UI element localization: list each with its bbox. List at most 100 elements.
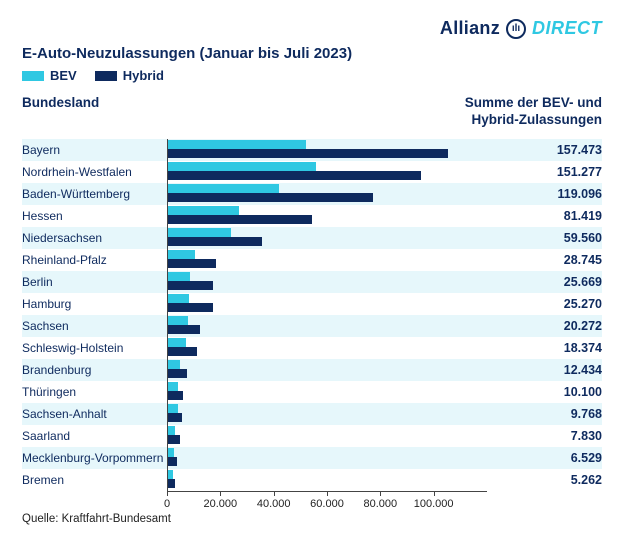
row-sum: 20.272 — [487, 319, 602, 333]
legend-bev-label: BEV — [50, 68, 77, 83]
bar-hybrid — [167, 391, 183, 400]
bar-bev — [167, 426, 175, 435]
row-bars — [167, 447, 487, 469]
col-left: Bundesland — [22, 95, 99, 129]
col-right-line2: Hybrid-Zulassungen — [465, 112, 602, 129]
bar-bev — [167, 360, 180, 369]
row-sum: 25.669 — [487, 275, 602, 289]
row-label: Hamburg — [22, 297, 167, 311]
legend: BEV Hybrid — [22, 68, 602, 83]
brand-logo-icon: ılı — [506, 19, 526, 39]
bar-hybrid — [167, 479, 175, 488]
x-tick-label: 40.000 — [257, 498, 291, 510]
table-row: Bayern 157.473 — [22, 139, 602, 161]
row-sum: 28.745 — [487, 253, 602, 267]
bar-bev — [167, 338, 186, 347]
brand-name: Allianz — [440, 18, 500, 39]
row-label: Bayern — [22, 143, 167, 157]
bar-bev — [167, 448, 174, 457]
bar-bev — [167, 250, 195, 259]
row-sum: 6.529 — [487, 451, 602, 465]
row-bars — [167, 425, 487, 447]
bar-hybrid — [167, 325, 200, 334]
x-tick — [434, 491, 435, 496]
col-right: Summe der BEV- und Hybrid-Zulassungen — [465, 95, 602, 129]
bar-hybrid — [167, 281, 213, 290]
bar-hybrid — [167, 369, 187, 378]
row-sum: 9.768 — [487, 407, 602, 421]
table-row: Sachsen-Anhalt 9.768 — [22, 403, 602, 425]
bar-hybrid — [167, 149, 448, 158]
row-bars — [167, 227, 487, 249]
table-row: Saarland7.830 — [22, 425, 602, 447]
bar-bev — [167, 228, 231, 237]
bar-hybrid — [167, 303, 213, 312]
col-right-line1: Summe der BEV- und — [465, 95, 602, 112]
row-label: Berlin — [22, 275, 167, 289]
row-sum: 7.830 — [487, 429, 602, 443]
row-label: Nordrhein-Westfalen — [22, 165, 167, 179]
bar-hybrid — [167, 193, 373, 202]
chart-rows: Bayern 157.473 Nordrhein-Westfalen 151.277 B… — [22, 139, 602, 491]
x-tick — [167, 491, 168, 496]
x-tick — [380, 491, 381, 496]
row-label: Brandenburg — [22, 363, 167, 377]
chart-title: E-Auto-Neuzulassungen (Januar bis Juli 2… — [22, 45, 602, 62]
chart: Bayern 157.473 Nordrhein-Westfalen 151.277 B… — [22, 139, 602, 523]
row-sum: 18.374 — [487, 341, 602, 355]
row-label: Hessen — [22, 209, 167, 223]
brand: Allianz ılı DIRECT — [440, 18, 602, 39]
x-tick-label: 80.000 — [364, 498, 398, 510]
x-tick — [274, 491, 275, 496]
row-sum: 157.473 — [487, 143, 602, 157]
x-tick-label: 100.000 — [414, 498, 454, 510]
row-sum: 5.262 — [487, 473, 602, 487]
brand-sub: DIRECT — [532, 18, 602, 39]
row-label: Rheinland-Pfalz — [22, 253, 167, 267]
bar-bev — [167, 382, 178, 391]
row-bars — [167, 381, 487, 403]
bar-hybrid — [167, 215, 312, 224]
bar-bev — [167, 272, 190, 281]
row-bars — [167, 403, 487, 425]
bar-bev — [167, 316, 188, 325]
x-axis: 0 20.000 40.000 60.000 80.000 100.000 — [167, 491, 487, 523]
row-label: Sachsen-Anhalt — [22, 407, 167, 421]
table-row: Hessen81.419 — [22, 205, 602, 227]
table-row: Berlin 25.669 — [22, 271, 602, 293]
x-tick-label: 0 — [164, 498, 170, 510]
bar-bev — [167, 140, 306, 149]
source-text: Quelle: Kraftfahrt-Bundesamt — [22, 513, 171, 525]
x-tick — [327, 491, 328, 496]
brand-header: Allianz ılı DIRECT — [22, 18, 602, 39]
row-label: Mecklenburg-Vorpommern — [22, 451, 167, 465]
row-sum: 151.277 — [487, 165, 602, 179]
x-tick — [220, 491, 221, 496]
row-bars — [167, 469, 487, 491]
row-bars — [167, 271, 487, 293]
legend-bev-swatch — [22, 71, 44, 81]
bar-hybrid — [167, 435, 180, 444]
bar-hybrid — [167, 347, 197, 356]
bar-hybrid — [167, 457, 177, 466]
row-sum: 12.434 — [487, 363, 602, 377]
row-bars — [167, 161, 487, 183]
row-bars — [167, 293, 487, 315]
row-sum: 25.270 — [487, 297, 602, 311]
column-headers: Bundesland Summe der BEV- und Hybrid-Zul… — [22, 95, 602, 129]
y-axis-line — [167, 139, 168, 491]
row-bars — [167, 337, 487, 359]
table-row: Brandenburg 12.434 — [22, 359, 602, 381]
bar-bev — [167, 206, 239, 215]
table-row: Thüringen10.100 — [22, 381, 602, 403]
table-row: Bremen5.262 — [22, 469, 602, 491]
row-bars — [167, 249, 487, 271]
legend-hybrid: Hybrid — [95, 68, 164, 83]
bar-bev — [167, 294, 189, 303]
x-tick-label: 60.000 — [310, 498, 344, 510]
table-row: Baden-Württemberg119.096 — [22, 183, 602, 205]
row-label: Niedersachsen — [22, 231, 167, 245]
table-row: Sachsen20.272 — [22, 315, 602, 337]
x-tick-label: 20.000 — [204, 498, 238, 510]
row-bars — [167, 183, 487, 205]
